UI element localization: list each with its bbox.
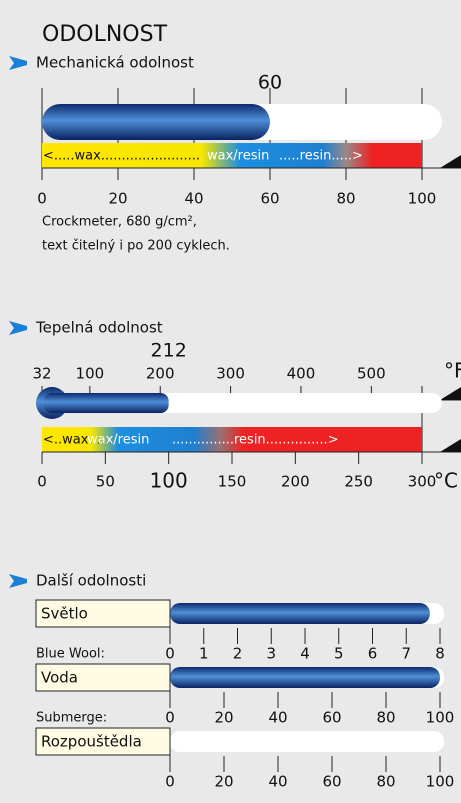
x-tick-label: 100 xyxy=(408,190,437,208)
bullet xyxy=(9,321,27,335)
value-label: 212 xyxy=(151,340,187,362)
note: text čitelný i po 200 cyklech. xyxy=(42,239,230,254)
band-label: <.....wax........................ xyxy=(43,149,200,164)
x-tick-label: 40 xyxy=(184,190,203,208)
bar xyxy=(170,603,430,624)
label-box xyxy=(35,727,171,756)
label-box xyxy=(35,663,171,692)
x-tick-label: 20 xyxy=(214,709,233,727)
x-tick-label: 0 xyxy=(37,473,47,491)
x2-tick-label: 32 xyxy=(32,365,51,383)
x2-tick-label: 200 xyxy=(146,365,175,383)
x-tick-label: 7 xyxy=(401,645,411,663)
band-label: .....resin.....> xyxy=(279,149,363,164)
x-tick-label: 40 xyxy=(268,709,287,727)
scale-label: Submerge: xyxy=(36,711,107,726)
x-tick-label: 60 xyxy=(260,190,279,208)
x-tick-label: 0 xyxy=(165,773,175,791)
band-label: ...............resin...............> xyxy=(172,433,339,448)
x-tick-label: 60 xyxy=(322,709,341,727)
x-tick-label: 3 xyxy=(266,645,276,663)
x2-unit: °F xyxy=(444,359,461,383)
band xyxy=(42,143,422,168)
bar xyxy=(44,393,169,413)
bar-name: Voda xyxy=(41,669,78,687)
x-tick-label: 250 xyxy=(344,473,373,491)
x-tick-label: 150 xyxy=(218,473,247,491)
page-title: ODOLNOST xyxy=(42,22,168,47)
x-tick-label: 100 xyxy=(426,709,455,727)
x-tick-label: 80 xyxy=(376,773,395,791)
x2-tick-label: 400 xyxy=(287,365,316,383)
x-tick-label: 300 xyxy=(408,473,437,491)
x-tick-label: 80 xyxy=(376,709,395,727)
section-title: Další odolnosti xyxy=(36,572,146,590)
bar-name: Rozpouštědla xyxy=(41,733,142,751)
x-tick-label: 0 xyxy=(37,190,47,208)
bar xyxy=(42,104,270,140)
x-tick-label: 20 xyxy=(108,190,127,208)
band-label: <..wax...... xyxy=(43,433,113,448)
x-tick-label: 60 xyxy=(322,773,341,791)
end-arrow xyxy=(440,439,461,452)
x-tick-label: 5 xyxy=(334,645,344,663)
end-arrow xyxy=(440,155,461,168)
section-title: Mechanická odolnost xyxy=(36,54,194,72)
section-title: Tepelná odolnost xyxy=(35,319,163,337)
bar xyxy=(170,667,440,688)
label-box xyxy=(35,599,171,628)
value-label: 60 xyxy=(258,72,282,94)
band xyxy=(42,427,422,452)
bullet xyxy=(9,56,27,70)
tube xyxy=(170,731,444,752)
x-tick-label: 4 xyxy=(300,645,310,663)
bar-name: Světlo xyxy=(41,605,88,623)
x-tick-label: 100 xyxy=(426,773,455,791)
x-tick-label: 40 xyxy=(268,773,287,791)
bullet xyxy=(9,574,27,588)
x-tick-label: 80 xyxy=(336,190,355,208)
x2-tick-label: 300 xyxy=(216,365,245,383)
x-tick-label: 0 xyxy=(165,709,175,727)
x-tick-label: 0 xyxy=(165,645,175,663)
x-tick-label: 2 xyxy=(233,645,243,663)
x2-tick-label: 100 xyxy=(76,365,105,383)
x-tick-label: 1 xyxy=(199,645,209,663)
band-label: wax/resin xyxy=(87,433,149,448)
x-tick-label: 200 xyxy=(281,473,310,491)
scale-label: Blue Wool: xyxy=(36,647,105,662)
x2-tick-label: 500 xyxy=(357,365,386,383)
x-tick-label: 50 xyxy=(96,473,115,491)
x-tick-label: 100 xyxy=(150,469,188,493)
end-arrow xyxy=(440,387,461,400)
x-tick-label: 8 xyxy=(435,645,445,663)
band-label: wax/resin xyxy=(207,149,269,164)
x-tick-label: 6 xyxy=(368,645,378,663)
x-unit: °C xyxy=(434,469,458,493)
x-tick-label: 20 xyxy=(214,773,233,791)
note: Crockmeter, 680 g/cm², xyxy=(42,215,197,230)
